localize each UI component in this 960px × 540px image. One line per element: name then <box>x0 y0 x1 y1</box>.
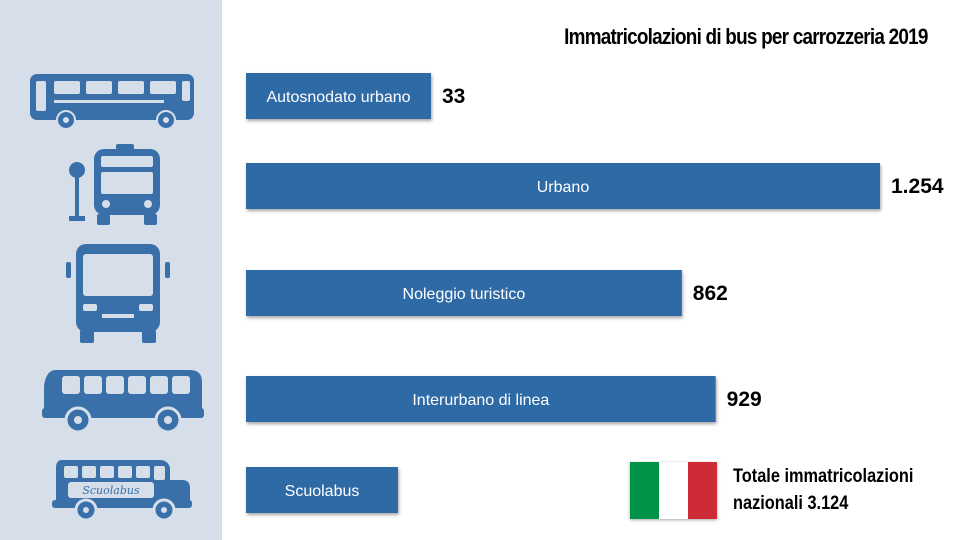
total-line-2: nazionali 3.124 <box>733 493 849 514</box>
value-label: 862 <box>693 282 728 305</box>
icon-sidebar: Scuolabus <box>0 0 222 540</box>
bar-scuolabus <box>246 467 398 513</box>
total-line-1: Totale immatricolazioni <box>733 466 914 487</box>
flag-stripe-red <box>688 462 717 519</box>
school-bus-icon: Scuolabus <box>52 460 192 522</box>
bar-label: Autosnodato urbano <box>266 89 410 106</box>
bar-urbano <box>246 163 880 209</box>
bar-label: Scuolabus <box>285 483 360 500</box>
total-registrations: Totale immatricolazioni nazionali 3.124 <box>733 463 913 517</box>
chart-title: Immatricolazioni di bus per carrozzeria … <box>564 24 929 49</box>
flag-stripe-white <box>659 462 688 519</box>
bar-interurbano-di-linea <box>246 376 716 422</box>
bar-autosnodato-urbano <box>246 73 431 119</box>
urban-bus-icon <box>69 144 160 225</box>
intercity-bus-icon <box>42 370 204 434</box>
bar-label: Interurbano di linea <box>412 392 549 409</box>
school-bus-text: Scuolabus <box>82 484 140 497</box>
value-label: 929 <box>727 388 762 411</box>
coach-bus-icon <box>66 244 170 343</box>
bar-label: Urbano <box>537 179 590 196</box>
value-label: 1.254 <box>891 175 944 198</box>
italy-flag-icon <box>630 462 717 519</box>
value-label: 33 <box>442 85 465 108</box>
articulated-bus-icon <box>30 74 194 130</box>
bar-noleggio-turistico <box>246 270 682 316</box>
bar-label: Noleggio turistico <box>403 286 526 303</box>
flag-stripe-green <box>630 462 659 519</box>
bars-group: Autosnodato urbano 33 Urbano 1.254 Noleggio … <box>246 73 944 513</box>
